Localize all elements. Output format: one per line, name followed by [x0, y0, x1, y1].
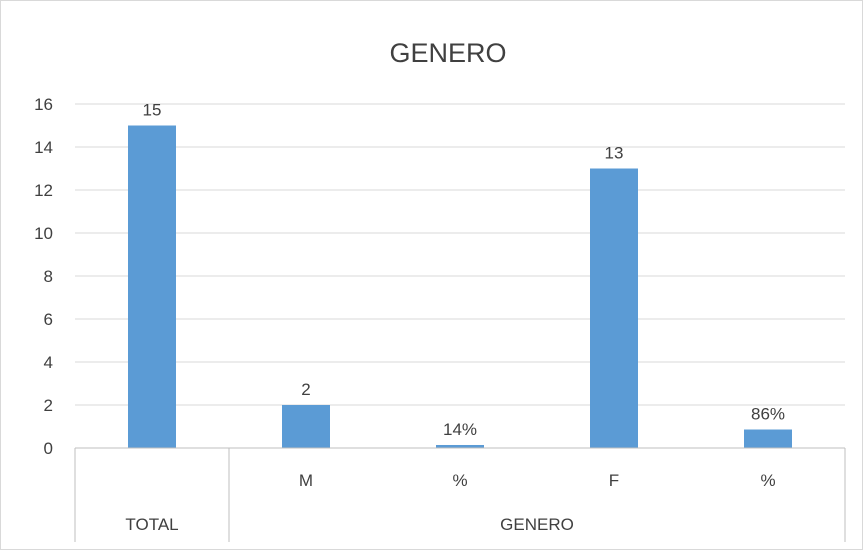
x-category-label: F	[609, 471, 619, 490]
y-tick-label: 12	[34, 181, 53, 200]
data-labels: 15 2 14% 13 86%	[143, 101, 785, 439]
y-tick-label: 10	[34, 224, 53, 243]
data-label: 14%	[443, 420, 477, 439]
bar	[282, 405, 330, 448]
data-label: 86%	[751, 405, 785, 424]
bar	[590, 168, 638, 448]
data-label: 2	[301, 380, 310, 399]
chart-title: GENERO	[389, 38, 506, 68]
y-tick-label: 14	[34, 138, 53, 157]
bars	[128, 125, 792, 448]
x-category-label: %	[760, 471, 775, 490]
data-label: 13	[605, 144, 624, 163]
y-tick-label: 0	[44, 439, 53, 458]
x-group-label: TOTAL	[125, 515, 178, 534]
y-tick-label: 6	[44, 310, 53, 329]
bar	[436, 444, 484, 448]
x-category-label: %	[452, 471, 467, 490]
data-label: 15	[143, 101, 162, 120]
y-tick-label: 2	[44, 396, 53, 415]
x-group-label: GENERO	[500, 515, 574, 534]
x-axis: M% F % TOTAL GENERO	[74, 447, 846, 542]
y-axis-ticks: 0 2 4 6 8 10 12 14 16	[34, 95, 53, 458]
bar	[744, 429, 792, 448]
y-tick-label: 8	[44, 267, 53, 286]
gridlines	[75, 103, 845, 406]
x-category-label: M	[299, 471, 313, 490]
bar	[128, 125, 176, 448]
y-tick-label: 16	[34, 95, 53, 114]
y-tick-label: 4	[44, 353, 53, 372]
